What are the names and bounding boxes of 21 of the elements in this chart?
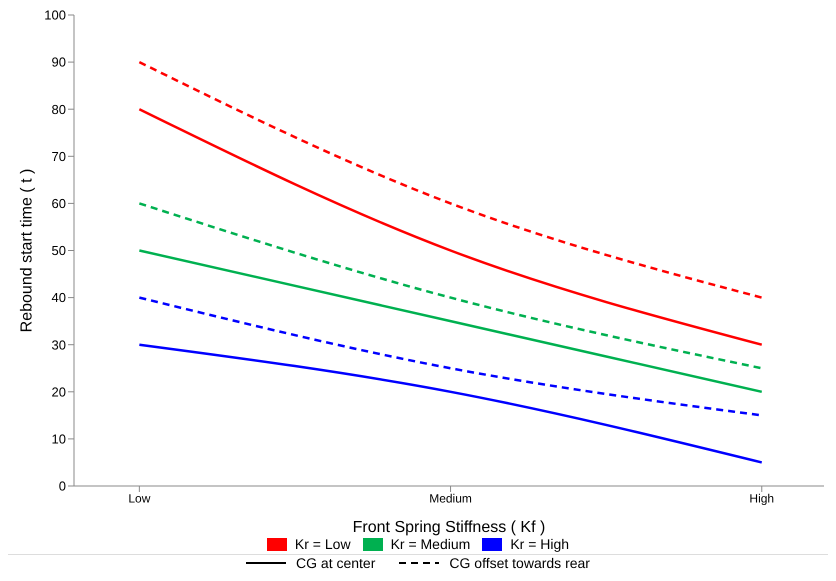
text: CG at center — [295, 555, 376, 571]
y-axis-title: Rebound start time ( t ) — [18, 168, 36, 332]
legend-label: Kr = High — [509, 536, 570, 552]
y-tick-label: 40 — [52, 290, 66, 306]
y-tick-label: 0 — [58, 478, 66, 494]
x-tick-label: Low — [128, 492, 151, 506]
legend-label: Kr = Low — [294, 536, 351, 552]
y-tick-label: 100 — [44, 8, 66, 23]
y-tick-label: 90 — [52, 54, 66, 70]
y-tick-label: 70 — [52, 148, 66, 164]
y-tick-label: 60 — [52, 196, 66, 212]
y-tick-label: 20 — [52, 384, 66, 400]
x-tick-label: High — [749, 492, 774, 506]
y-tick-label: 80 — [52, 102, 66, 117]
y-tick-label: 30 — [52, 337, 66, 352]
x-tick-label: Medium — [429, 492, 472, 506]
text: CG offset towards rear — [448, 555, 590, 571]
y-tick-label: 50 — [52, 243, 66, 258]
x-axis-title: Front Spring Stiffness ( Kf ) — [352, 519, 546, 536]
y-tick-label: 10 — [52, 432, 66, 447]
legend-label: Kr = Medium — [390, 536, 470, 552]
